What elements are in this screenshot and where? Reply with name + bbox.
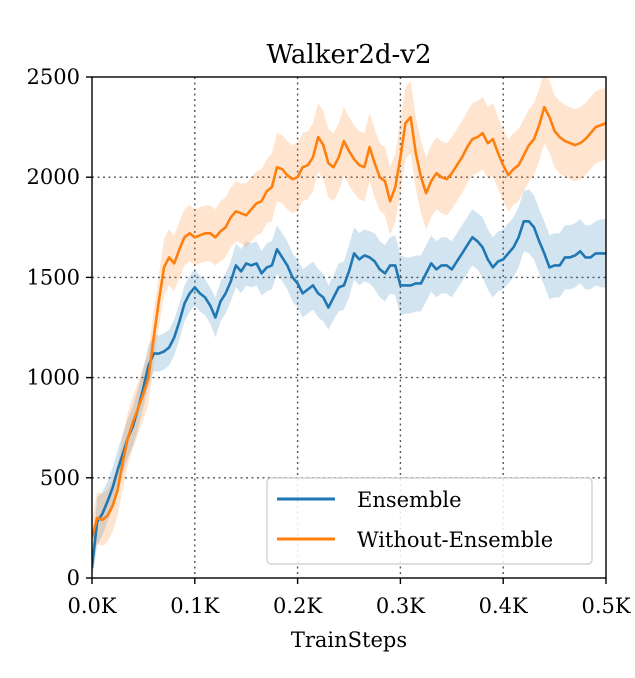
- plot-frame: [91, 76, 607, 579]
- legend: Ensemble Without-Ensemble: [266, 477, 593, 565]
- legend-label-ensemble: Ensemble: [357, 488, 462, 512]
- y-tick-label: 2000: [27, 165, 80, 189]
- y-tick-label: 1500: [27, 265, 80, 289]
- y-tick-label: 500: [40, 466, 80, 490]
- line-ensemble: [92, 220, 606, 569]
- confidence-bands: [92, 77, 606, 578]
- legend-label-without-ensemble: Without-Ensemble: [357, 528, 553, 552]
- axis-ticks: 0.0K 0.1K 0.2K 0.3K 0.4K 0.5K 0 500 1000 1500 2000…: [27, 65, 631, 618]
- x-tick-label: 0.1K: [170, 594, 219, 618]
- series-lines: [92, 105, 606, 569]
- line-without-ensemble: [92, 105, 606, 539]
- y-tick-label: 0: [67, 566, 80, 590]
- chart-title: Walker2d-v2: [266, 40, 431, 70]
- x-tick-label: 0.2K: [273, 594, 322, 618]
- band-without-ensemble: [92, 77, 606, 554]
- x-tick-label: 0.0K: [67, 594, 116, 618]
- x-tick-label: 0.3K: [376, 594, 425, 618]
- y-tick-label: 2500: [27, 65, 80, 89]
- x-tick-label: 0.4K: [479, 594, 528, 618]
- y-tick-label: 1000: [27, 366, 80, 390]
- band-ensemble: [92, 189, 606, 578]
- x-tick-label: 0.5K: [581, 594, 630, 618]
- x-axis-label: TrainSteps: [291, 628, 407, 652]
- legend-box: [266, 477, 593, 565]
